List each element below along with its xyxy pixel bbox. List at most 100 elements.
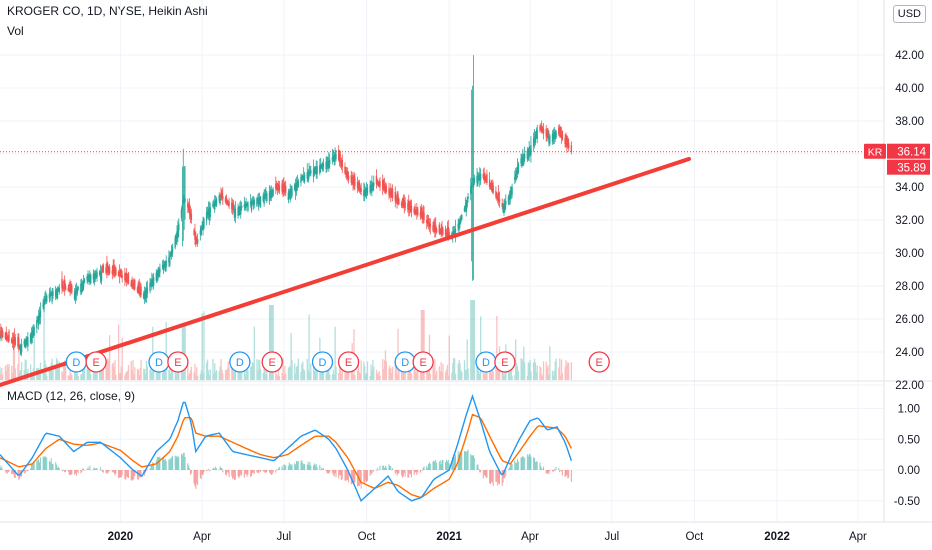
volume-bar [549, 346, 551, 380]
candle-body [532, 138, 535, 147]
candle-body [440, 228, 442, 234]
histogram-bar [408, 470, 410, 478]
price-tick-label: 34.00 [895, 182, 924, 194]
candle-body [183, 195, 185, 204]
volume-bar [190, 366, 193, 380]
volume-bar [227, 361, 229, 380]
candle-body [388, 188, 390, 195]
volume-bar [11, 372, 14, 380]
volume-bar [477, 365, 479, 380]
marker-letter: D [155, 357, 163, 369]
candle-body [465, 203, 467, 212]
candle-body [117, 271, 120, 276]
candle-body [454, 228, 457, 237]
histogram-bar [69, 470, 71, 475]
candle-body [429, 223, 432, 228]
volume-bar [447, 375, 449, 380]
candle-body [206, 210, 209, 215]
histogram-bar [228, 470, 230, 478]
macd-tick-label: 0.50 [898, 434, 920, 446]
histogram-bar [365, 470, 367, 481]
marker-letter: E [501, 357, 508, 369]
volume-bar [565, 360, 567, 380]
candle-body [20, 344, 23, 353]
histogram-bar [164, 459, 166, 470]
candle-body [0, 326, 2, 337]
volume-bar [262, 372, 264, 380]
candle-body [322, 163, 325, 168]
candle-body [107, 264, 109, 273]
currency-button[interactable]: USD [892, 5, 926, 23]
volume-bar [182, 325, 184, 380]
volume-bar [301, 363, 303, 380]
histogram-bar [401, 470, 403, 478]
candle-body [213, 202, 215, 208]
volume-bar [316, 365, 318, 380]
candle-body [382, 180, 385, 190]
histogram-bar [322, 467, 324, 470]
earnings-marker: E [412, 351, 434, 373]
histogram-bar [87, 466, 89, 470]
histogram-bar [125, 470, 127, 480]
candle-body [536, 129, 538, 139]
volume-bar [375, 369, 378, 380]
volume-bar [250, 367, 252, 380]
volume-bar [199, 374, 202, 380]
volume-bar [70, 373, 72, 380]
price-tag-value: 36.14 [897, 147, 926, 159]
histogram-bar [133, 470, 135, 479]
candle-body [516, 167, 519, 174]
volume-bar [483, 374, 485, 380]
candle-body [360, 187, 362, 192]
candle-body [486, 173, 488, 184]
candle-body [320, 164, 322, 169]
candle-body [92, 273, 95, 280]
candle-body [528, 148, 530, 156]
candle-body [164, 261, 167, 272]
histogram-bar [171, 457, 173, 470]
candle-body [398, 199, 400, 205]
histogram-bar [332, 470, 334, 476]
candle-body [492, 185, 494, 193]
histogram-bar [109, 470, 111, 471]
macd-tick-label: 1.00 [898, 404, 920, 416]
histogram-bar [545, 470, 547, 474]
histogram-bar [451, 460, 453, 470]
candle-body [272, 189, 274, 196]
volume-bar [121, 337, 123, 380]
histogram-bar [256, 470, 258, 473]
candle-body [509, 193, 511, 200]
histogram-bar [200, 470, 202, 480]
candle-body [414, 206, 416, 214]
histogram-bar [413, 470, 415, 475]
histogram-bar [175, 456, 177, 470]
histogram-bar [302, 463, 304, 470]
candle-body [114, 269, 116, 275]
histogram-bar [51, 463, 53, 470]
histogram-bar [505, 470, 507, 476]
volume-bar [389, 365, 391, 380]
candle-body [283, 183, 285, 193]
volume-bar [88, 369, 90, 380]
histogram-bar [420, 470, 422, 471]
volume-bar [294, 363, 296, 380]
volume-bar [268, 305, 271, 380]
volume-bar [152, 326, 154, 380]
volume-bar [90, 374, 92, 380]
volume-bar [415, 372, 417, 380]
histogram-bar [314, 465, 316, 470]
volume-bar [464, 369, 467, 380]
candle-body [471, 178, 474, 182]
candle-body [502, 205, 504, 212]
volume-bar [446, 364, 449, 380]
histogram-bar [23, 470, 25, 473]
volume-bar [568, 362, 570, 380]
histogram-bar [388, 464, 390, 470]
histogram-bar [460, 453, 462, 470]
candle-body [81, 281, 84, 292]
histogram-bar [442, 459, 444, 470]
histogram-bar [243, 470, 245, 478]
candle-body [26, 338, 28, 345]
histogram-bar [37, 460, 39, 470]
histogram-bar [74, 470, 76, 474]
